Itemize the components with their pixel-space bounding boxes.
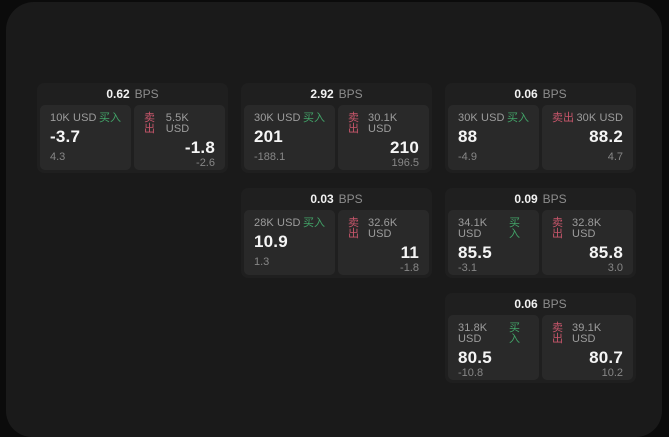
quote-card-body: 10K USD 买入 -3.7 4.3 卖出 5.5K USD -1.8 -2.… <box>40 105 225 170</box>
sell-pane[interactable]: 卖出 39.1K USD 80.7 10.2 <box>542 315 633 380</box>
buy-label: 买入 <box>508 217 520 240</box>
sell-pane[interactable]: 卖出 32.6K USD 11 -1.8 <box>338 210 429 275</box>
buy-price: 88 <box>458 127 478 146</box>
bps-unit-label: BPS <box>134 87 159 101</box>
bps-value: 0.09 <box>514 192 538 206</box>
sell-amount: 32.8K USD <box>572 217 602 240</box>
buy-label: 买入 <box>99 112 121 124</box>
sell-pane[interactable]: 卖出 32.8K USD 85.8 3.0 <box>542 210 633 275</box>
bps-spread-header: 0.62 BPS <box>40 83 225 105</box>
buy-pane[interactable]: 10K USD 买入 -3.7 4.3 <box>40 105 131 170</box>
buy-delta: 1.3 <box>254 256 270 268</box>
quote-card-body: 30K USD 买入 201 -188.1 卖出 30.1K USD 210 1… <box>244 105 429 170</box>
bps-value: 0.06 <box>514 87 538 101</box>
buy-label: 买入 <box>508 322 520 345</box>
quote-card: 0.06 BPS 31.8K USD 买入 80.5 -10.8 卖出 39.1… <box>445 293 636 383</box>
bps-value: 0.03 <box>310 192 334 206</box>
app-panel: 0.62 BPS 10K USD 买入 -3.7 4.3 卖出 5.5K USD <box>6 2 662 437</box>
quote-card: 0.03 BPS 28K USD 买入 10.9 1.3 卖出 32.6K US… <box>241 188 432 278</box>
quote-card: 0.06 BPS 30K USD 买入 88 -4.9 卖出 30K USD <box>445 83 636 173</box>
sell-delta: -2.6 <box>196 156 215 169</box>
buy-price: 85.5 <box>458 243 492 262</box>
sell-pane[interactable]: 卖出 5.5K USD -1.8 -2.6 <box>134 105 225 170</box>
buy-label: 买入 <box>507 112 529 124</box>
buy-pane[interactable]: 31.8K USD 买入 80.5 -10.8 <box>448 315 539 380</box>
sell-label: 卖出 <box>348 112 359 135</box>
bps-value: 2.92 <box>310 87 334 101</box>
sell-label: 卖出 <box>144 112 155 135</box>
quote-card-body: 30K USD 买入 88 -4.9 卖出 30K USD 88.2 4.7 <box>448 105 633 170</box>
buy-pane[interactable]: 30K USD 买入 201 -188.1 <box>244 105 335 170</box>
buy-pane[interactable]: 34.1K USD 买入 85.5 -3.1 <box>448 210 539 275</box>
bps-unit-label: BPS <box>542 192 567 206</box>
sell-delta: 196.5 <box>391 156 419 169</box>
sell-delta: -1.8 <box>400 261 419 274</box>
bps-unit-label: BPS <box>338 87 363 101</box>
sell-price: 80.7 <box>589 348 623 367</box>
buy-delta: 4.3 <box>50 151 66 163</box>
bps-value: 0.62 <box>106 87 130 101</box>
buy-label: 买入 <box>303 112 325 124</box>
buy-pane[interactable]: 28K USD 买入 10.9 1.3 <box>244 210 335 275</box>
quote-card-grid: 0.62 BPS 10K USD 买入 -3.7 4.3 卖出 5.5K USD <box>37 83 636 383</box>
sell-price: 210 <box>390 138 419 157</box>
quote-card-body: 34.1K USD 买入 85.5 -3.1 卖出 32.8K USD 85.8… <box>448 210 633 275</box>
sell-delta: 4.7 <box>607 151 623 163</box>
bps-spread-header: 0.06 BPS <box>448 83 633 105</box>
bps-value: 0.06 <box>514 297 538 311</box>
sell-delta: 10.2 <box>601 366 623 379</box>
sell-amount: 30K USD <box>576 112 623 124</box>
buy-amount: 28K USD <box>254 217 301 229</box>
bps-spread-header: 0.09 BPS <box>448 188 633 210</box>
buy-amount: 30K USD <box>458 112 505 124</box>
buy-price: -3.7 <box>50 127 81 146</box>
quote-card: 0.62 BPS 10K USD 买入 -3.7 4.3 卖出 5.5K USD <box>37 83 228 173</box>
quote-card: 0.09 BPS 34.1K USD 买入 85.5 -3.1 卖出 32.8K… <box>445 188 636 278</box>
sell-pane[interactable]: 卖出 30K USD 88.2 4.7 <box>542 105 633 170</box>
quote-card: 2.92 BPS 30K USD 买入 201 -188.1 卖出 30.1K … <box>241 83 432 173</box>
bps-unit-label: BPS <box>338 192 363 206</box>
sell-amount: 39.1K USD <box>572 322 602 345</box>
buy-pane[interactable]: 30K USD 买入 88 -4.9 <box>448 105 539 170</box>
bps-unit-label: BPS <box>542 297 567 311</box>
buy-price: 201 <box>254 127 283 146</box>
bps-spread-header: 0.06 BPS <box>448 293 633 315</box>
sell-pane[interactable]: 卖出 30.1K USD 210 196.5 <box>338 105 429 170</box>
buy-delta: -4.9 <box>458 151 477 163</box>
sell-label: 卖出 <box>552 217 563 240</box>
bps-unit-label: BPS <box>542 87 567 101</box>
buy-amount: 34.1K USD <box>458 217 488 240</box>
sell-amount: 32.6K USD <box>368 217 398 240</box>
buy-delta: -188.1 <box>254 151 286 163</box>
sell-label: 卖出 <box>552 112 574 124</box>
buy-delta: -10.8 <box>458 366 484 379</box>
sell-price: 88.2 <box>589 127 623 146</box>
buy-label: 买入 <box>303 217 325 229</box>
quote-card-body: 28K USD 买入 10.9 1.3 卖出 32.6K USD 11 -1.8 <box>244 210 429 275</box>
sell-amount: 30.1K USD <box>368 112 398 135</box>
sell-amount: 5.5K USD <box>165 112 190 135</box>
sell-price: 85.8 <box>589 243 623 262</box>
bps-spread-header: 0.03 BPS <box>244 188 429 210</box>
sell-label: 卖出 <box>348 217 359 240</box>
buy-price: 80.5 <box>458 348 492 367</box>
sell-price: -1.8 <box>184 138 215 157</box>
bps-spread-header: 2.92 BPS <box>244 83 429 105</box>
buy-amount: 31.8K USD <box>458 322 488 345</box>
sell-label: 卖出 <box>552 322 563 345</box>
buy-amount: 30K USD <box>254 112 301 124</box>
buy-price: 10.9 <box>254 232 288 251</box>
quote-card-body: 31.8K USD 买入 80.5 -10.8 卖出 39.1K USD 80.… <box>448 315 633 380</box>
sell-price: 11 <box>400 243 419 262</box>
buy-amount: 10K USD <box>50 112 97 124</box>
sell-delta: 3.0 <box>607 261 623 274</box>
buy-delta: -3.1 <box>458 261 477 274</box>
